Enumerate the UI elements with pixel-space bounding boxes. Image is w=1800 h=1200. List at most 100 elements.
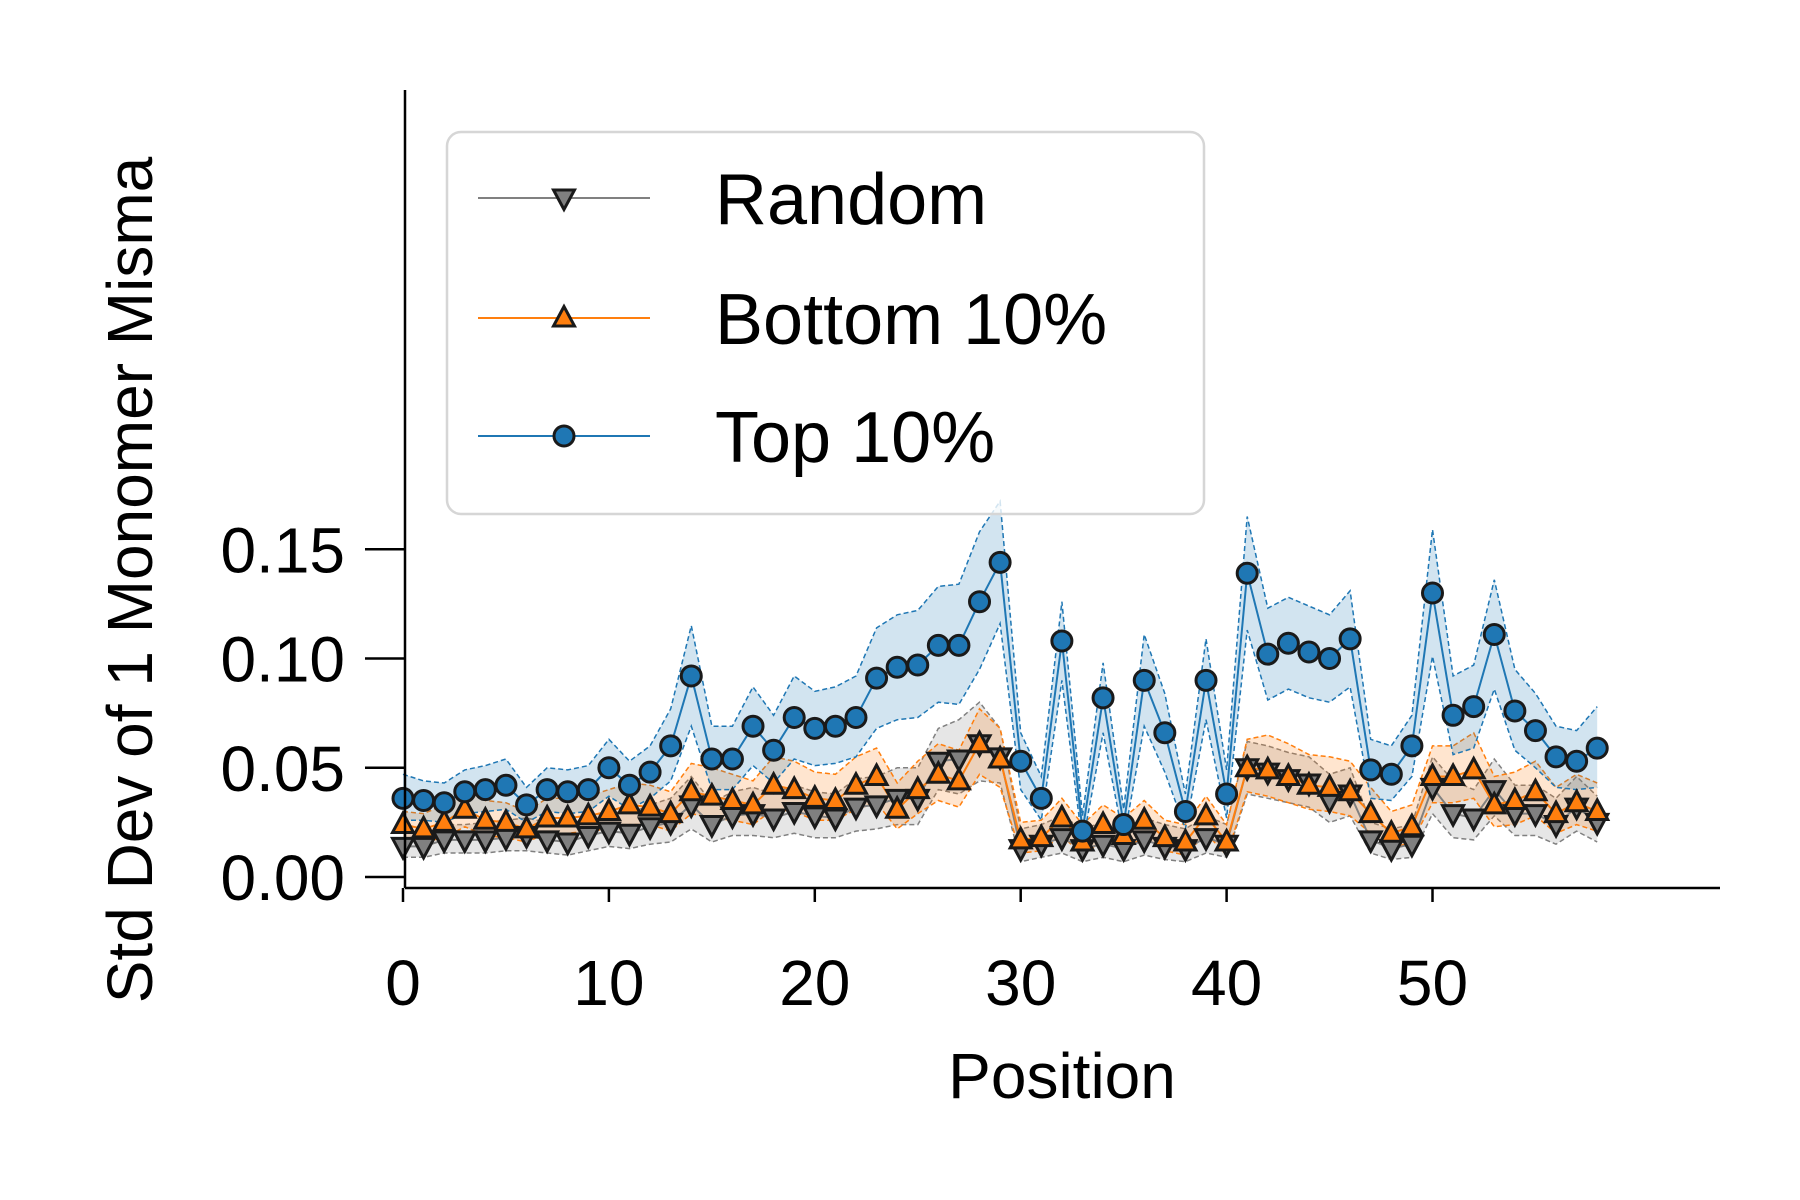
point-random <box>616 823 643 848</box>
point-bottom-10 <box>657 798 684 824</box>
point-bottom-10 <box>431 807 458 832</box>
point-bottom-10 <box>575 801 602 826</box>
x-tick-label: 0 <box>385 947 421 1019</box>
point-top-10 <box>720 747 744 771</box>
point-top-10 <box>1050 629 1074 653</box>
series-markers <box>389 550 1611 864</box>
point-bottom-10 <box>842 770 869 795</box>
point-top-10 <box>1544 745 1568 769</box>
point-bottom-10 <box>451 794 478 819</box>
point-top-10 <box>576 778 600 802</box>
point-top-10 <box>1091 686 1115 710</box>
point-top-10 <box>885 655 909 679</box>
point-top-10 <box>1194 668 1218 692</box>
point-bottom-10 <box>554 803 581 828</box>
point-bottom-10 <box>1316 772 1343 797</box>
point-random <box>1522 804 1549 829</box>
point-bottom-10 <box>1131 805 1158 830</box>
point-top-10 <box>391 786 415 810</box>
x-tick-label: 50 <box>1397 947 1468 1019</box>
point-top-10 <box>597 756 621 780</box>
band-lower-random <box>403 780 1598 863</box>
point-top-10 <box>1585 736 1609 760</box>
point-top-10 <box>659 734 683 758</box>
point-top-10 <box>1029 786 1053 810</box>
point-top-10 <box>1132 668 1156 692</box>
point-random <box>472 830 499 855</box>
point-random <box>451 830 478 855</box>
point-bottom-10 <box>1151 823 1178 848</box>
point-random <box>637 817 664 842</box>
point-top-10 <box>1256 642 1280 666</box>
point-bottom-10 <box>822 785 849 811</box>
point-top-10 <box>535 778 559 802</box>
point-random <box>863 795 890 820</box>
legend-box <box>445 130 1206 516</box>
point-bottom-10 <box>1048 803 1075 828</box>
y-tick-label: 0.00 <box>220 842 345 914</box>
point-top-10 <box>556 780 580 804</box>
point-bottom-10 <box>1419 761 1446 786</box>
band-bottom-10 <box>403 708 1598 856</box>
point-top-10 <box>906 653 930 677</box>
point-random <box>842 797 869 822</box>
point-top-10 <box>617 773 641 797</box>
point-random <box>389 836 417 862</box>
point-bottom-10 <box>1234 753 1261 778</box>
point-top-10 <box>412 789 436 813</box>
point-top-10 <box>1462 695 1486 719</box>
y-tick-label: 0.15 <box>220 514 345 586</box>
point-random <box>1440 804 1467 829</box>
point-bottom-10 <box>1254 755 1281 780</box>
point-bottom-10 <box>987 744 1014 769</box>
point-random <box>1357 830 1384 855</box>
y-tick-label: 0.05 <box>220 733 345 805</box>
point-top-10 <box>1421 581 1444 605</box>
point-top-10 <box>1379 762 1403 786</box>
point-bottom-10 <box>925 759 952 784</box>
point-random <box>1048 828 1075 853</box>
point-top-10 <box>782 705 806 729</box>
point-bottom-10 <box>1090 809 1117 835</box>
point-top-10 <box>1070 819 1094 843</box>
legend: Random Bottom 10% Top 10% <box>445 130 1206 516</box>
point-top-10 <box>926 633 950 657</box>
point-top-10 <box>432 791 456 815</box>
axes: 0 10 20 30 40 50 0.00 0.05 0.10 0.15 <box>220 90 1720 1019</box>
point-bottom-10 <box>1398 812 1425 837</box>
point-bottom-10 <box>740 790 767 815</box>
point-top-10 <box>453 780 477 804</box>
point-top-10 <box>762 738 786 762</box>
band-lower-top-10 <box>403 620 1598 845</box>
point-top-10 <box>1338 627 1362 651</box>
point-top-10 <box>741 714 765 738</box>
point-bottom-10 <box>637 792 664 817</box>
point-bottom-10 <box>1192 801 1220 826</box>
point-bottom-10 <box>1275 761 1302 786</box>
point-random <box>1192 828 1220 853</box>
point-top-10 <box>988 550 1012 574</box>
point-top-10 <box>700 747 724 771</box>
point-top-10 <box>803 716 827 740</box>
point-top-10 <box>844 705 868 729</box>
point-random <box>760 808 787 833</box>
point-bottom-10 <box>1543 798 1570 824</box>
legend-marker <box>552 424 576 448</box>
point-bottom-10 <box>1522 777 1549 802</box>
point-top-10 <box>473 778 497 802</box>
point-random <box>698 815 725 840</box>
band-random <box>403 702 1598 862</box>
point-bottom-10 <box>760 770 787 795</box>
legend-marker <box>550 188 578 213</box>
point-top-10 <box>1359 758 1383 782</box>
point-bottom-10 <box>1295 770 1322 795</box>
x-tick-label: 10 <box>573 947 644 1019</box>
point-bottom-10 <box>719 785 746 811</box>
point-top-10 <box>1503 699 1527 723</box>
point-bottom-10 <box>1584 796 1611 821</box>
point-top-10 <box>1523 719 1547 743</box>
point-bottom-10 <box>534 803 561 828</box>
point-random <box>781 801 808 827</box>
point-bottom-10 <box>904 774 931 800</box>
point-top-10 <box>1235 561 1259 585</box>
